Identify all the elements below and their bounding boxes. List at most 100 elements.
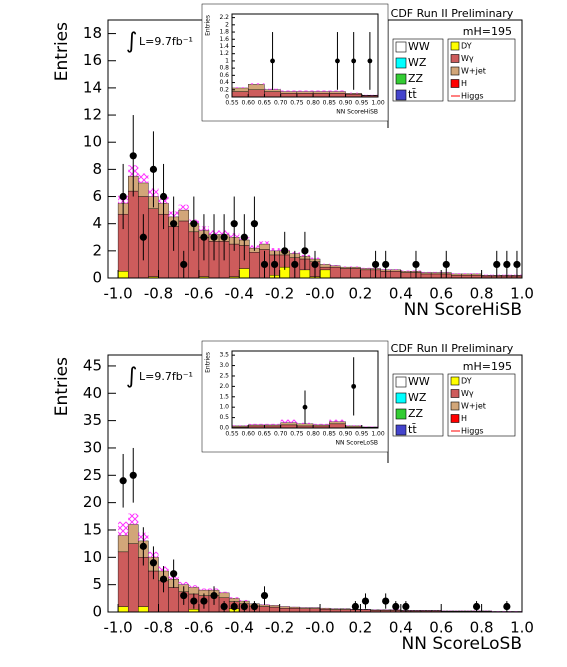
data-point	[270, 58, 275, 64]
data-point	[159, 192, 168, 201]
background-bar	[471, 273, 482, 276]
legend-label: H	[461, 414, 467, 423]
x-tick-label: -0.0	[305, 285, 334, 303]
data-point	[301, 247, 309, 255]
background-bar	[248, 89, 265, 98]
y-tick-label: 35	[83, 411, 102, 429]
data-point	[351, 383, 357, 389]
signal-bar	[128, 513, 139, 525]
data-point	[240, 233, 248, 241]
y-tick-label: 20	[83, 493, 102, 511]
x-tick-label: 0.2	[349, 285, 373, 303]
background-bar	[127, 190, 139, 279]
background-bar	[279, 606, 290, 609]
x-tick-label: 0.55	[225, 431, 239, 438]
data-point	[503, 602, 511, 611]
background-bar	[239, 268, 250, 279]
signal-bar	[345, 92, 362, 94]
background-bar	[350, 266, 361, 269]
x-tick-label: 1.0	[510, 619, 534, 637]
y-tick-label: 1.6	[219, 36, 229, 43]
legend-swatch	[450, 41, 460, 51]
signal-bar	[313, 90, 330, 92]
legend-label: H	[461, 79, 467, 88]
data-point	[220, 602, 228, 611]
background-bar	[289, 606, 301, 609]
signal-bar	[269, 248, 280, 251]
y-tick-label: 40	[83, 384, 102, 402]
y-tick-label: 45	[83, 356, 102, 374]
signal-bar	[329, 419, 346, 422]
data-point	[291, 260, 299, 269]
background-bar	[264, 424, 281, 427]
x-tick-label: 0.95	[355, 100, 369, 107]
data-point	[210, 591, 218, 600]
data-point	[351, 58, 357, 64]
x-tick-label: 0.90	[339, 431, 353, 438]
legend-swatch	[450, 389, 460, 398]
background-bar	[296, 423, 314, 427]
data-point	[220, 233, 228, 241]
x-tick-label: -0.6	[184, 619, 213, 637]
legend-label: WZ	[408, 56, 427, 69]
background-bar	[269, 606, 280, 613]
data-point	[250, 220, 259, 228]
background-bar	[481, 275, 492, 277]
legend-label: tt̄	[408, 423, 417, 436]
y-axis-label: Entries	[52, 357, 72, 416]
x-tick-label: 0.60	[242, 431, 256, 438]
background-bar	[380, 609, 391, 611]
inset-background	[201, 3, 389, 122]
background-bar	[360, 269, 371, 279]
x-tick-label: -0.8	[144, 285, 173, 303]
background-bar	[312, 424, 330, 427]
background-bar	[264, 89, 281, 92]
background-bar	[117, 271, 129, 279]
data-point	[170, 220, 178, 228]
background-bar	[360, 268, 371, 271]
background-bar	[117, 551, 129, 607]
y-tick-label: 0.0	[219, 425, 229, 432]
background-bar	[390, 271, 402, 279]
y-tick-label: 3.0	[219, 362, 229, 369]
legend-label: Wγ	[461, 389, 474, 398]
y-tick-label: 0.2	[219, 86, 229, 93]
data-point	[371, 260, 380, 269]
background-bar	[329, 93, 346, 98]
data-point	[149, 559, 158, 567]
legend-swatch	[395, 376, 407, 388]
data-point	[392, 602, 400, 611]
data-point	[311, 260, 319, 269]
signal-bar	[239, 599, 250, 602]
x-axis-label: NN ScoreHiSB	[404, 300, 522, 320]
data-point	[382, 260, 390, 269]
background-bar	[329, 265, 341, 268]
data-point	[180, 260, 188, 269]
legend-label: Higgs	[461, 92, 484, 101]
data-point	[230, 220, 238, 228]
signal-bar	[259, 241, 270, 245]
background-bar	[345, 93, 362, 95]
signal-bar	[219, 591, 230, 593]
data-point	[200, 233, 208, 241]
y-tick-label: 2.2	[219, 14, 229, 21]
x-tick-label: 0.6	[429, 619, 453, 637]
signal-bar	[248, 83, 265, 85]
data-point	[190, 220, 198, 228]
background-bar	[329, 421, 346, 425]
background-bar	[329, 423, 346, 429]
background-bar	[400, 271, 412, 273]
legend-swatch	[395, 408, 407, 420]
background-bar	[269, 605, 280, 608]
signal-bar	[188, 585, 199, 588]
data-point	[210, 233, 218, 241]
signal-bar	[178, 204, 189, 211]
background-bar	[345, 425, 362, 428]
x-tick-label: 0.65	[258, 100, 272, 107]
x-tick-label: 0.75	[290, 100, 304, 107]
plot-frame	[231, 350, 379, 429]
background-bar	[319, 607, 331, 610]
y-tick-label: 0	[92, 269, 102, 287]
data-point	[180, 591, 188, 600]
